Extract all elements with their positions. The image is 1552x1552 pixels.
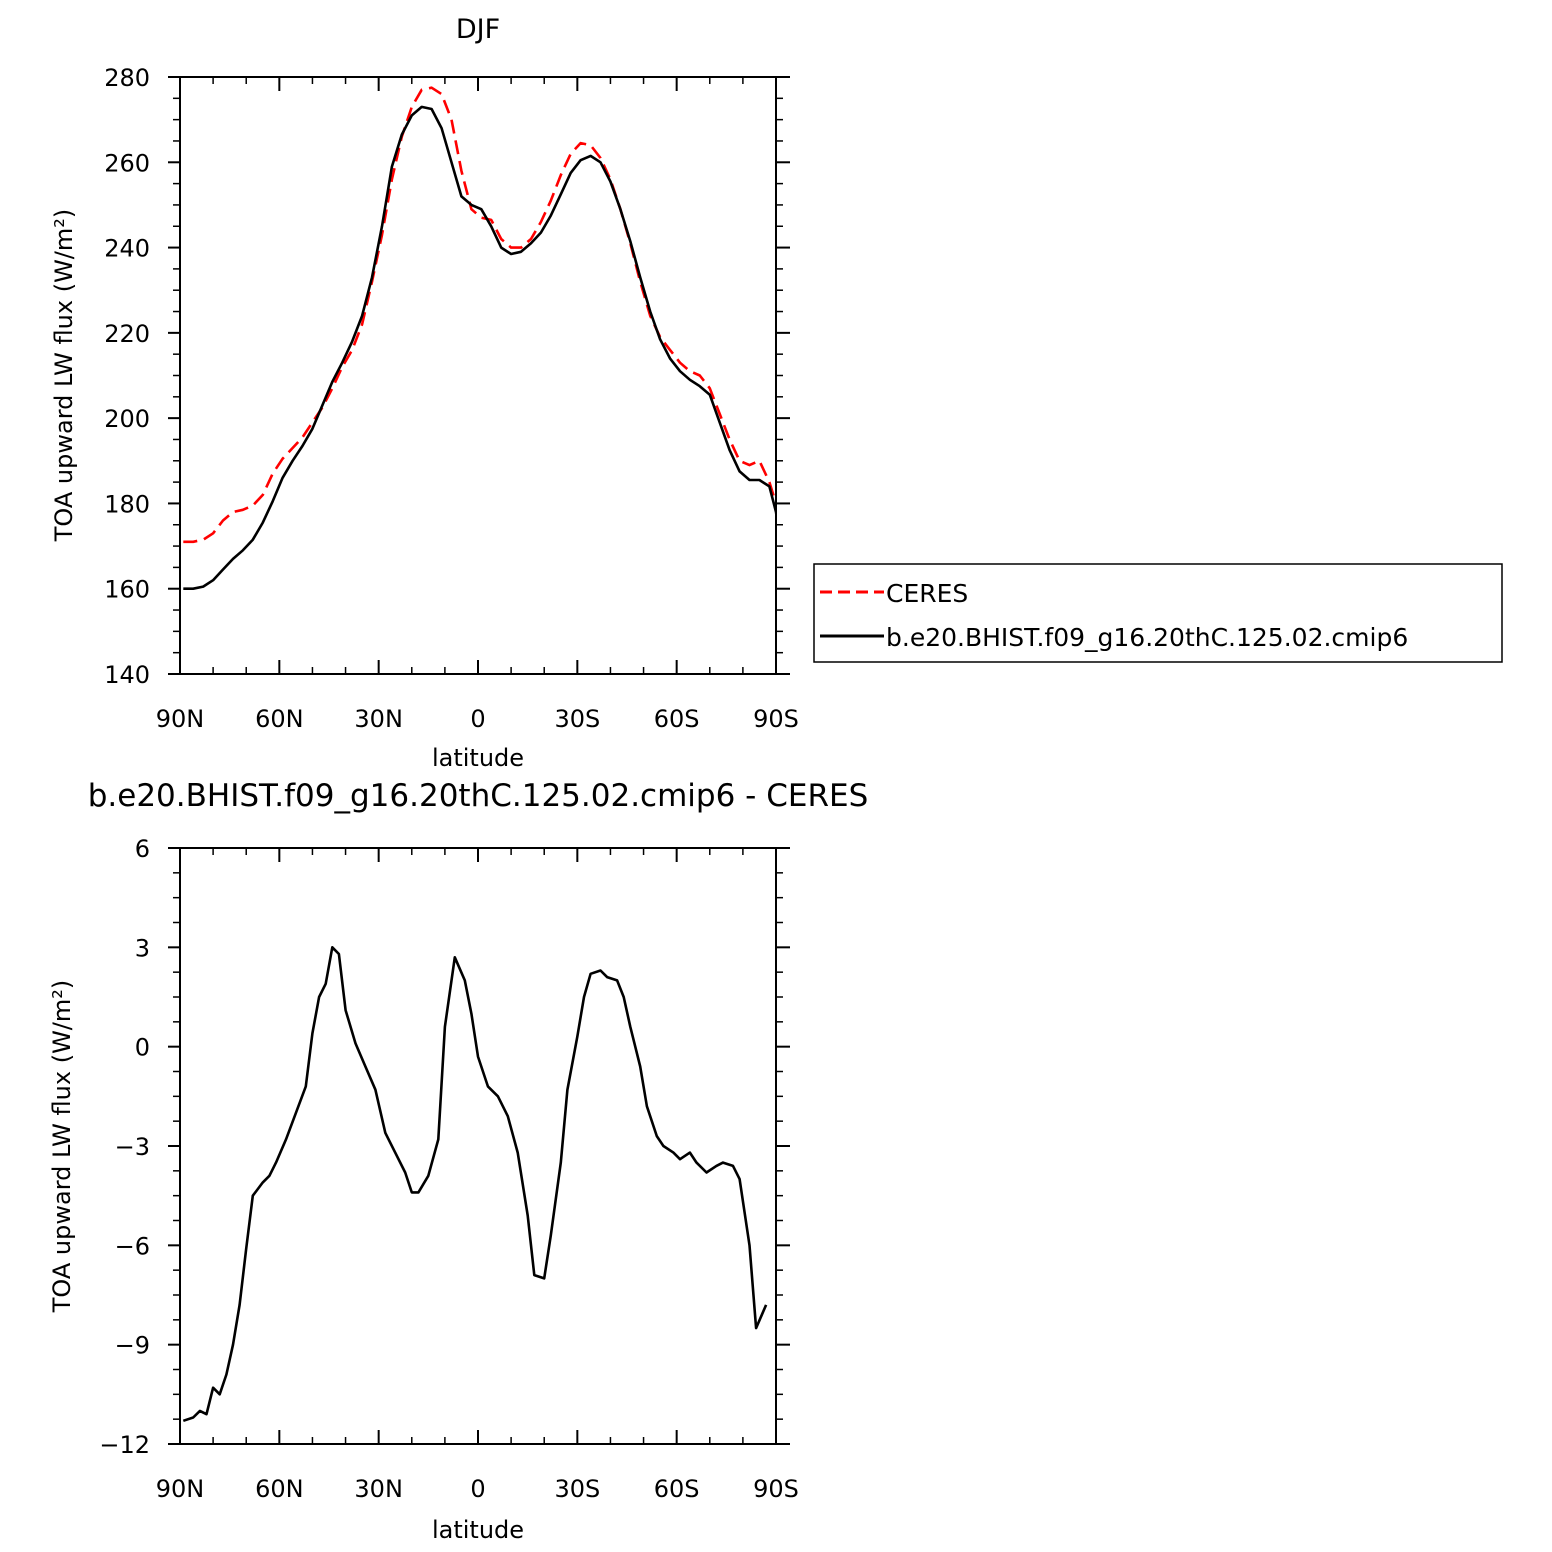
top-y-tick-label: 260 <box>104 149 150 177</box>
top-panel-ylabel: TOA upward LW flux (W/m²) <box>50 209 78 543</box>
top-series-line-1 <box>183 105 776 590</box>
legend-box <box>813 563 1503 663</box>
bottom-x-tick-label: 30N <box>354 1475 403 1503</box>
top-plot-area: 90N 60N 30N 0 30S 60S 90S 140 160 180 200 220 240 260… <box>104 64 799 733</box>
bottom-y-tick-label: −9 <box>115 1332 150 1360</box>
legend: CERES b.e20.BHIST.f09_g16.20thC.125.02.c… <box>813 563 1503 663</box>
bottom-y-tick-label: 3 <box>135 934 150 962</box>
top-x-tick-label: 60N <box>255 705 304 733</box>
bottom-y-tick-label: 6 <box>135 835 150 863</box>
legend-label-ceres: CERES <box>886 579 968 608</box>
bottom-panel: b.e20.BHIST.f09_g16.20thC.125.02.cmip6 -… <box>48 778 868 1544</box>
bottom-series-line-0 <box>182 946 768 1423</box>
bottom-x-tick-label: 30S <box>554 1475 600 1503</box>
top-x-tick-label: 30N <box>354 705 403 733</box>
bottom-y-tick-label: −12 <box>99 1431 150 1459</box>
bottom-x-tick-label: 0 <box>470 1475 485 1503</box>
top-x-tick-label: 90S <box>753 705 799 733</box>
top-y-tick-label: 220 <box>104 320 150 348</box>
bottom-x-tick-label: 90S <box>753 1475 799 1503</box>
top-y-tick-label: 240 <box>104 235 150 263</box>
bottom-y-tick-label: −3 <box>115 1133 150 1161</box>
bottom-x-tick-label: 60N <box>255 1475 304 1503</box>
bottom-y-tick-label: −6 <box>115 1232 150 1260</box>
top-panel-title: DJF <box>456 14 500 45</box>
legend-label-model: b.e20.BHIST.f09_g16.20thC.125.02.cmip6 <box>886 623 1408 652</box>
bottom-y-tick-label: 0 <box>135 1034 150 1062</box>
bottom-x-tick-label: 60S <box>654 1475 700 1503</box>
bottom-plot-area: 90N 60N 30N 0 30S 60S 90S −12 −9 −6 −3 0 3 6 <box>99 835 799 1503</box>
top-y-tick-label: 200 <box>104 405 150 433</box>
top-panel-xlabel: latitude <box>432 744 524 772</box>
bottom-panel-title: b.e20.BHIST.f09_g16.20thC.125.02.cmip6 -… <box>88 778 869 814</box>
bottom-plot-frame <box>179 847 777 1445</box>
top-y-tick-label: 140 <box>104 661 150 689</box>
top-y-tick-label: 180 <box>104 490 150 518</box>
top-y-tick-label: 160 <box>104 576 150 604</box>
bottom-panel-xlabel: latitude <box>432 1516 524 1544</box>
top-x-tick-label: 30S <box>554 705 600 733</box>
top-x-tick-label: 90N <box>156 705 205 733</box>
top-x-tick-label: 0 <box>470 705 485 733</box>
top-x-tick-label: 60S <box>654 705 700 733</box>
top-panel: DJF 90N 60N 30N 0 30S 60S 90S 140 160 180 200 220 24… <box>50 14 799 772</box>
bottom-panel-ylabel: TOA upward LW flux (W/m²) <box>48 980 76 1314</box>
top-y-tick-label: 280 <box>104 64 150 92</box>
top-series-line-0 <box>183 86 776 544</box>
bottom-x-tick-label: 90N <box>156 1475 205 1503</box>
